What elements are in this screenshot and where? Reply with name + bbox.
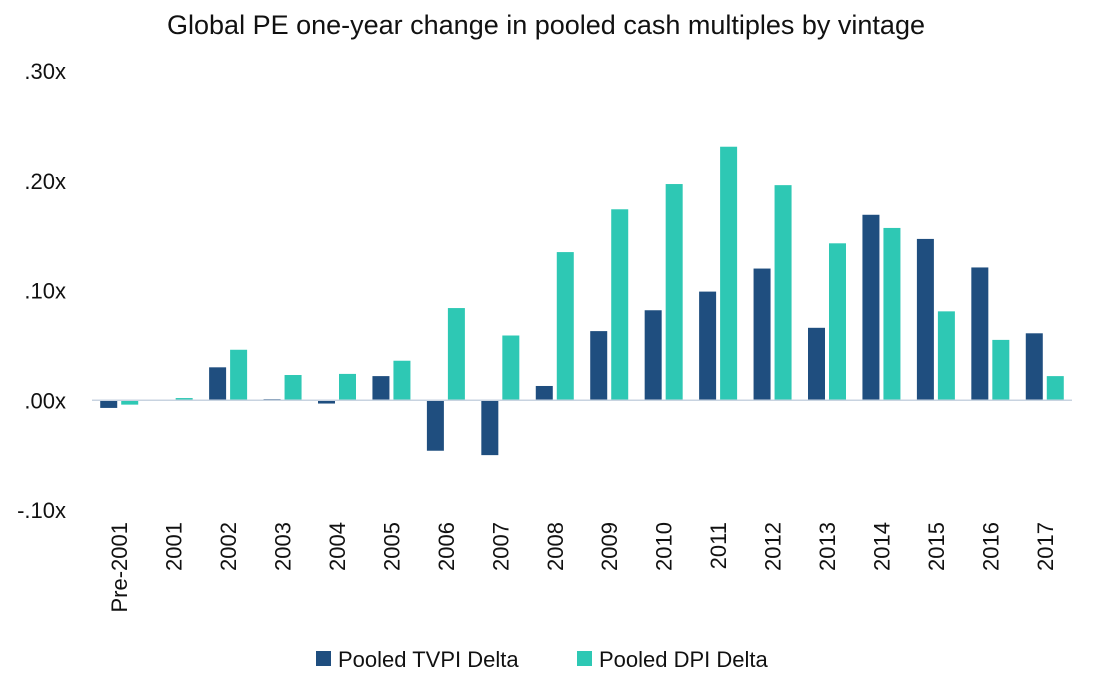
tvpi-bar-2002	[209, 367, 227, 401]
dpi-bar-2015	[937, 311, 955, 401]
x-tick-label: 2006	[434, 522, 459, 571]
dpi-bar-2005	[393, 360, 411, 401]
tvpi-bar-2015	[916, 238, 934, 401]
tvpi-bar-2004	[318, 400, 335, 404]
y-tick-label: .10x	[24, 279, 66, 304]
dpi-bar-2014	[883, 227, 901, 401]
y-tick-label: -.10x	[17, 498, 66, 523]
dpi-bar-2010	[665, 184, 683, 401]
tvpi-bar-2009	[590, 331, 608, 401]
x-axis: Pre-2001 2001 2002 2003 2004 2005 2006 2007 2008…	[107, 522, 1058, 613]
dpi-bar-2001	[175, 398, 193, 401]
legend-label: Pooled DPI Delta	[599, 647, 769, 672]
dpi-bar-pre-2001	[121, 400, 139, 405]
x-tick-label: 2013	[815, 522, 840, 571]
legend-swatch	[316, 651, 331, 666]
y-tick-label: .00x	[24, 388, 66, 413]
dpi-bar-2009	[611, 209, 629, 401]
x-tick-label: 2004	[325, 522, 350, 571]
dpi-bar-2016	[992, 339, 1010, 401]
x-tick-label: 2014	[869, 522, 894, 571]
tvpi-bar-pre-2001	[100, 400, 118, 408]
dpi-bar-2012	[774, 185, 792, 401]
tvpi-bar-2010	[644, 310, 662, 401]
x-tick-label: 2017	[1033, 522, 1058, 571]
tvpi-bar-2008	[535, 385, 553, 401]
y-tick-label: .30x	[24, 59, 66, 84]
legend: Pooled TVPI Delta Pooled DPI Delta	[316, 647, 769, 672]
x-tick-label: 2007	[488, 522, 513, 571]
dpi-bar-2017	[1046, 376, 1064, 401]
dpi-bar-2013	[829, 243, 846, 401]
x-tick-label: 2012	[761, 522, 786, 571]
x-tick-label: 2010	[652, 522, 677, 571]
x-tick-label: 2008	[543, 522, 568, 571]
tvpi-bar-2016	[971, 267, 989, 401]
x-tick-label: 2016	[978, 522, 1003, 571]
tvpi-bar-2011	[699, 291, 717, 401]
tvpi-bar-2007	[481, 400, 499, 456]
x-tick-label: 2005	[379, 522, 404, 571]
x-tick-label: 2001	[162, 522, 187, 571]
legend-label: Pooled TVPI Delta	[338, 647, 519, 672]
x-tick-label: 2011	[706, 522, 731, 569]
tvpi-bar-2005	[372, 376, 390, 401]
dpi-bar-2006	[447, 308, 465, 401]
tvpi-bar-2017	[1025, 333, 1043, 401]
x-tick-label: 2015	[924, 522, 949, 571]
legend-swatch	[577, 651, 592, 666]
chart-title: Global PE one-year change in pooled cash…	[167, 10, 925, 40]
bars	[100, 146, 1064, 456]
y-axis: .30x .20x .10x .00x -.10x	[17, 59, 66, 523]
x-tick-label: Pre-2001	[107, 522, 132, 613]
tvpi-bar-2006	[426, 400, 444, 451]
x-tick-label: 2002	[216, 522, 241, 571]
tvpi-bar-2014	[862, 214, 880, 401]
tvpi-bar-2012	[753, 268, 771, 401]
dpi-bar-2003	[284, 375, 302, 401]
dpi-bar-2011	[720, 146, 738, 401]
x-tick-label: 2003	[271, 522, 296, 571]
dpi-bar-2004	[339, 373, 356, 401]
tvpi-bar-2013	[808, 327, 825, 401]
dpi-bar-2002	[230, 349, 248, 401]
y-tick-label: .20x	[24, 169, 66, 194]
dpi-bar-2008	[556, 252, 574, 401]
x-tick-label: 2009	[597, 522, 622, 571]
dpi-bar-2007	[502, 335, 520, 401]
